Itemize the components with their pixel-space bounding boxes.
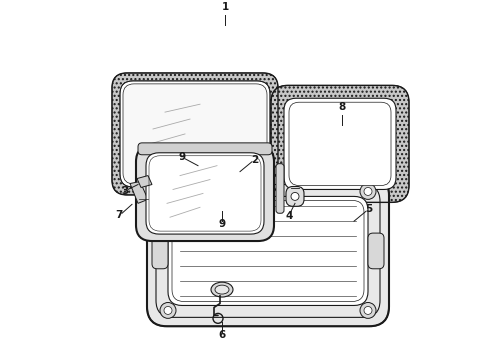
Circle shape [364,306,372,314]
FancyBboxPatch shape [112,73,278,195]
Polygon shape [130,181,148,203]
FancyBboxPatch shape [368,233,384,269]
FancyBboxPatch shape [271,85,409,202]
Text: 7: 7 [115,210,122,220]
Polygon shape [137,176,152,188]
FancyBboxPatch shape [123,84,267,184]
Circle shape [160,184,176,199]
FancyBboxPatch shape [276,164,284,213]
Text: 3: 3 [122,186,128,197]
FancyBboxPatch shape [136,146,274,241]
Text: 1: 1 [221,2,229,12]
FancyBboxPatch shape [146,153,264,234]
FancyBboxPatch shape [147,176,389,326]
Text: 9: 9 [178,152,186,162]
Circle shape [360,302,376,318]
FancyBboxPatch shape [138,143,272,155]
Text: 8: 8 [339,102,345,112]
Text: 5: 5 [366,204,372,214]
Circle shape [360,184,376,199]
FancyBboxPatch shape [286,186,304,206]
Circle shape [164,306,172,314]
Circle shape [164,188,172,195]
Text: 9: 9 [219,219,225,229]
FancyBboxPatch shape [284,98,396,189]
Text: 6: 6 [219,330,225,340]
Circle shape [291,193,299,201]
Text: 4: 4 [285,211,293,221]
FancyBboxPatch shape [168,197,368,306]
Ellipse shape [211,282,233,297]
Text: 2: 2 [251,155,259,165]
Circle shape [364,188,372,195]
FancyBboxPatch shape [152,233,168,269]
FancyBboxPatch shape [289,102,391,185]
FancyBboxPatch shape [120,81,270,187]
Ellipse shape [215,285,229,294]
Circle shape [160,302,176,318]
